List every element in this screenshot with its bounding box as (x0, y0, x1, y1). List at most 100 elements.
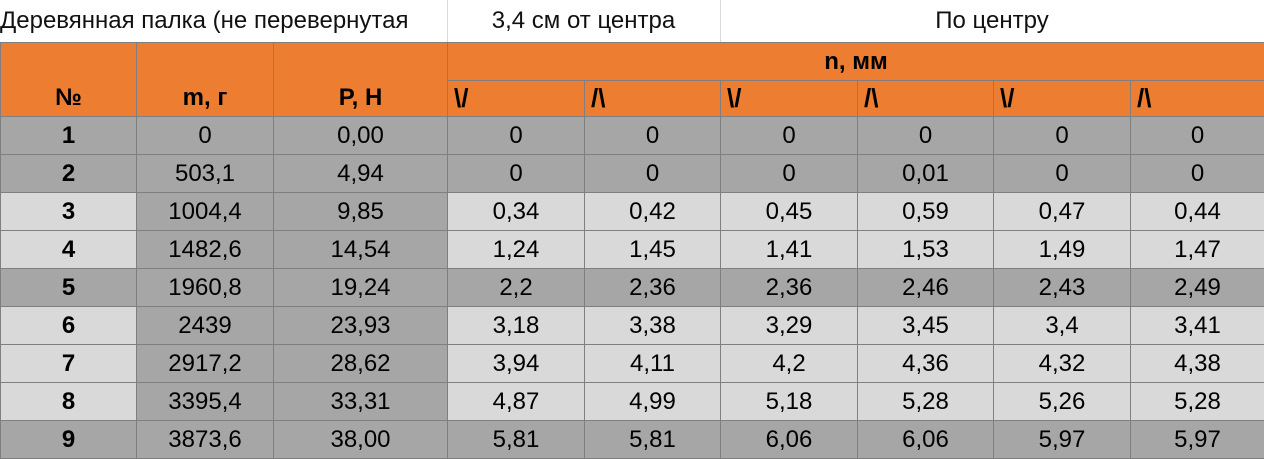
header-deflection[interactable]: n, мм (448, 43, 1264, 81)
cell-mass[interactable]: 1004,4 (137, 193, 274, 231)
header-dir-1[interactable]: \/ (448, 81, 585, 117)
cell-force[interactable]: 38,00 (274, 421, 448, 459)
cell-row-number[interactable]: 1 (1, 117, 137, 155)
header-dir-6[interactable]: /\ (1131, 81, 1264, 117)
cell-deflection-5[interactable]: 0,47 (994, 193, 1131, 231)
cell-deflection-5[interactable]: 5,26 (994, 383, 1131, 421)
header-force[interactable]: P, Н (274, 43, 448, 117)
cell-deflection-1[interactable]: 0 (448, 117, 585, 155)
cell-deflection-4[interactable]: 2,46 (858, 269, 994, 307)
cell-deflection-2[interactable]: 4,99 (585, 383, 721, 421)
cell-deflection-3[interactable]: 3,29 (721, 307, 858, 345)
label-wooden-stick[interactable]: Деревянная палка (не перевернутая (0, 0, 447, 42)
header-dir-2[interactable]: /\ (585, 81, 721, 117)
cell-mass[interactable]: 1482,6 (137, 231, 274, 269)
cell-deflection-3[interactable]: 2,36 (721, 269, 858, 307)
cell-deflection-5[interactable]: 3,4 (994, 307, 1131, 345)
cell-deflection-1[interactable]: 4,87 (448, 383, 585, 421)
cell-mass[interactable]: 3873,6 (137, 421, 274, 459)
cell-deflection-3[interactable]: 1,41 (721, 231, 858, 269)
cell-deflection-3[interactable]: 0,45 (721, 193, 858, 231)
cell-deflection-5[interactable]: 0 (994, 117, 1131, 155)
cell-force[interactable]: 19,24 (274, 269, 448, 307)
cell-deflection-2[interactable]: 2,36 (585, 269, 721, 307)
cell-mass[interactable]: 0 (137, 117, 274, 155)
cell-deflection-6[interactable]: 5,97 (1131, 421, 1264, 459)
cell-deflection-6[interactable]: 3,41 (1131, 307, 1264, 345)
cell-deflection-6[interactable]: 0,44 (1131, 193, 1264, 231)
cell-row-number[interactable]: 2 (1, 155, 137, 193)
cell-mass[interactable]: 2917,2 (137, 345, 274, 383)
cell-deflection-3[interactable]: 0 (721, 117, 858, 155)
cell-deflection-2[interactable]: 0 (585, 117, 721, 155)
header-no[interactable]: № (1, 43, 137, 117)
cell-force[interactable]: 33,31 (274, 383, 448, 421)
label-offset-from-center[interactable]: 3,4 см от центра (447, 0, 720, 42)
cell-deflection-2[interactable]: 4,11 (585, 345, 721, 383)
cell-deflection-6[interactable]: 4,38 (1131, 345, 1264, 383)
cell-deflection-6[interactable]: 1,47 (1131, 231, 1264, 269)
cell-deflection-3[interactable]: 6,06 (721, 421, 858, 459)
cell-row-number[interactable]: 7 (1, 345, 137, 383)
cell-deflection-4[interactable]: 6,06 (858, 421, 994, 459)
cell-deflection-1[interactable]: 0 (448, 155, 585, 193)
cell-deflection-4[interactable]: 0 (858, 117, 994, 155)
cell-mass[interactable]: 503,1 (137, 155, 274, 193)
cell-force[interactable]: 9,85 (274, 193, 448, 231)
cell-deflection-4[interactable]: 3,45 (858, 307, 994, 345)
cell-deflection-5[interactable]: 2,43 (994, 269, 1131, 307)
cell-force[interactable]: 28,62 (274, 345, 448, 383)
cell-row-number[interactable]: 5 (1, 269, 137, 307)
header-dir-3[interactable]: \/ (721, 81, 858, 117)
cell-deflection-1[interactable]: 0,34 (448, 193, 585, 231)
cell-row-number[interactable]: 6 (1, 307, 137, 345)
cell-deflection-2[interactable]: 5,81 (585, 421, 721, 459)
cell-deflection-3[interactable]: 5,18 (721, 383, 858, 421)
cell-mass[interactable]: 1960,8 (137, 269, 274, 307)
cell-row-number[interactable]: 8 (1, 383, 137, 421)
cell-force[interactable]: 0,00 (274, 117, 448, 155)
header-mass[interactable]: m, г (137, 43, 274, 117)
header-dir-4[interactable]: /\ (858, 81, 994, 117)
cell-deflection-3[interactable]: 0 (721, 155, 858, 193)
cell-deflection-4[interactable]: 0,01 (858, 155, 994, 193)
cell-row-number[interactable]: 4 (1, 231, 137, 269)
cell-deflection-2[interactable]: 0 (585, 155, 721, 193)
cell-deflection-2[interactable]: 1,45 (585, 231, 721, 269)
cell-deflection-2[interactable]: 3,38 (585, 307, 721, 345)
cell-deflection-6[interactable]: 0 (1131, 117, 1264, 155)
cell-force[interactable]: 14,54 (274, 231, 448, 269)
cell-deflection-3[interactable]: 4,2 (721, 345, 858, 383)
cell-deflection-4[interactable]: 4,36 (858, 345, 994, 383)
cell-deflection-1[interactable]: 1,24 (448, 231, 585, 269)
cell-deflection-5[interactable]: 0 (994, 155, 1131, 193)
cell-deflection-5[interactable]: 5,97 (994, 421, 1131, 459)
header-dir-5[interactable]: \/ (994, 81, 1131, 117)
cell-deflection-1[interactable]: 5,81 (448, 421, 585, 459)
cell-deflection-5[interactable]: 1,49 (994, 231, 1131, 269)
cell-row-number[interactable]: 3 (1, 193, 137, 231)
cell-force[interactable]: 23,93 (274, 307, 448, 345)
cell-deflection-4[interactable]: 5,28 (858, 383, 994, 421)
cell-deflection-1[interactable]: 3,94 (448, 345, 585, 383)
cell-deflection-1[interactable]: 3,18 (448, 307, 585, 345)
cell-mass[interactable]: 3395,4 (137, 383, 274, 421)
cell-deflection-2[interactable]: 0,42 (585, 193, 721, 231)
cell-mass[interactable]: 2439 (137, 307, 274, 345)
cell-deflection-6[interactable]: 2,49 (1131, 269, 1264, 307)
cell-deflection-4[interactable]: 0,59 (858, 193, 994, 231)
cell-deflection-1[interactable]: 2,2 (448, 269, 585, 307)
cell-deflection-5[interactable]: 4,32 (994, 345, 1131, 383)
cell-deflection-6[interactable]: 0 (1131, 155, 1264, 193)
cell-deflection-6[interactable]: 5,28 (1131, 383, 1264, 421)
cell-row-number[interactable]: 9 (1, 421, 137, 459)
label-at-center[interactable]: По центру (720, 0, 1264, 42)
cell-force[interactable]: 4,94 (274, 155, 448, 193)
cell-deflection-4[interactable]: 1,53 (858, 231, 994, 269)
